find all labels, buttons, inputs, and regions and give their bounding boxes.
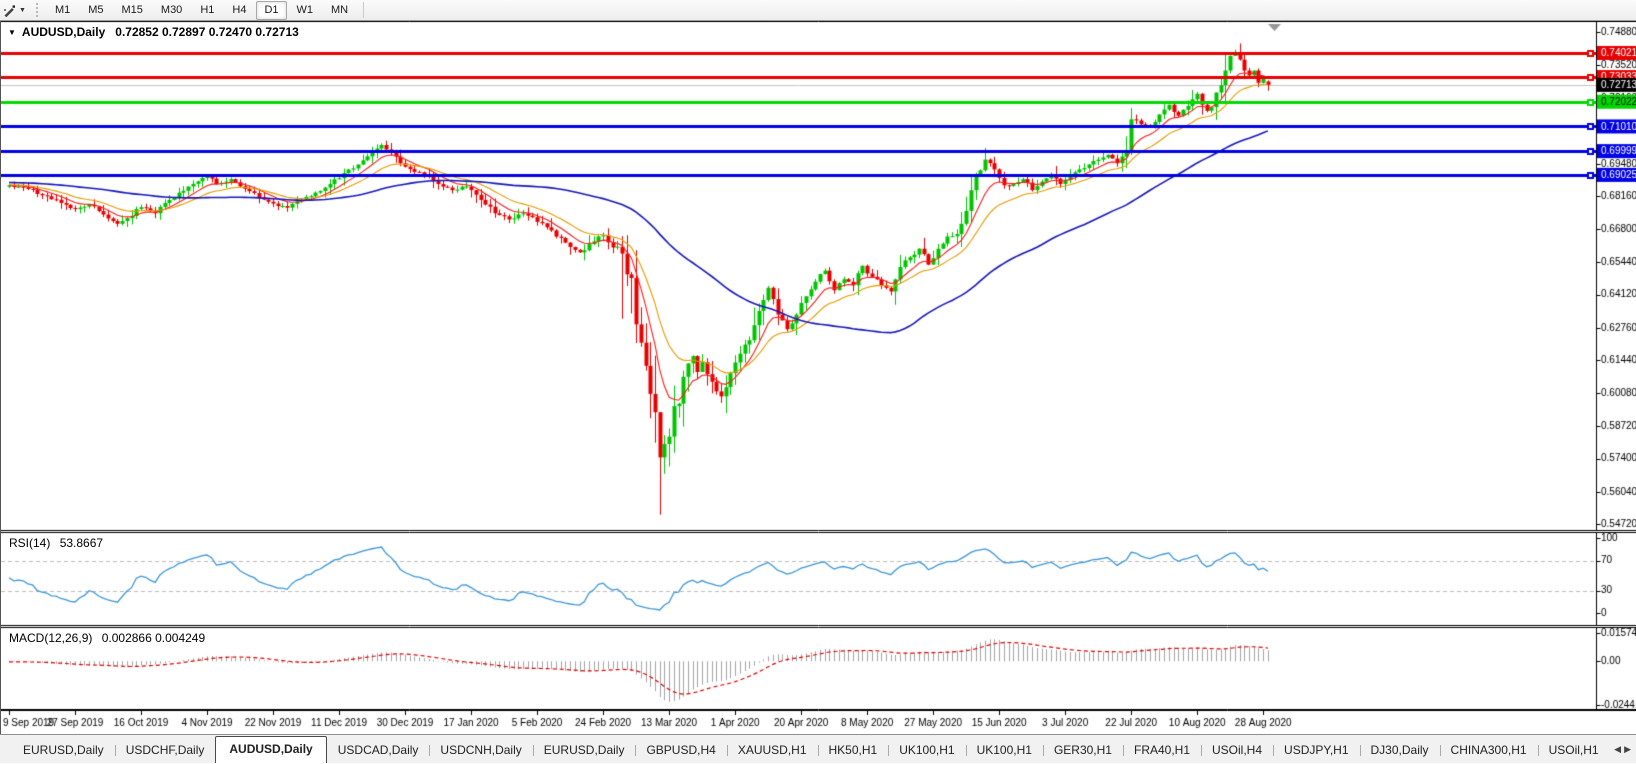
chart-ohlc-values: 0.72852 0.72897 0.72470 0.72713 [115, 25, 299, 39]
timeframe-button-m30[interactable]: M30 [160, 3, 183, 16]
chart-tab-usdcad-daily[interactable]: USDCAD,Daily [337, 743, 419, 757]
macd-indicator-label: MACD(12,26,9) 0.002866 0.004249 [9, 631, 205, 645]
chart-tab-uk100-h1[interactable]: UK100,H1 [965, 738, 1043, 763]
chart-tab-usoil-h1[interactable]: USOil,H1 [1537, 738, 1610, 763]
timeframe-button-w1[interactable]: W1 [296, 3, 314, 16]
chart-tab-hk50-h1[interactable]: HK50,H1 [817, 738, 889, 763]
chart-tab-usdcnh-daily[interactable]: USDCNH,Daily [429, 738, 532, 763]
price-chart-canvas[interactable] [1, 21, 1636, 734]
timeframe-button-m5[interactable]: M5 [88, 3, 104, 16]
rsi-name: RSI(14) [9, 536, 51, 550]
macd-name: MACD(12,26,9) [9, 631, 93, 645]
chart-tab-dj30-daily[interactable]: DJ30,Daily [1359, 738, 1440, 763]
symbol-dropdown-icon[interactable]: ▼ [8, 27, 16, 37]
chart-tab-china300-h1[interactable]: CHINA300,H1 [1439, 738, 1538, 763]
chart-tab-bar: EURUSD,Daily USDCHF,Daily AUDUSD,Daily USDC… [0, 734, 1636, 763]
rsi-indicator-label: RSI(14) 53.8667 [9, 536, 103, 550]
timeframe-button-mn[interactable]: MN [331, 3, 349, 16]
chart-tab-audusd-daily[interactable]: AUDUSD,Daily [215, 736, 327, 763]
chart-title: ▼ AUDUSD,Daily 0.72852 0.72897 0.72470 0… [8, 25, 299, 39]
timeframe-button-m1[interactable]: M1 [54, 3, 71, 16]
tab-scroll-left-button[interactable]: ◀ [1614, 744, 1622, 754]
rsi-value: 53.8667 [59, 536, 104, 550]
chart-tab-usdchf-daily[interactable]: USDCHF,Daily [114, 738, 216, 763]
toolbar-grip[interactable] [35, 3, 38, 17]
chart-window: ▼ AUDUSD,Daily 0.72852 0.72897 0.72470 0… [0, 21, 1636, 734]
toolbar: ▼ M1 M5 M15 M30 H1 H4 D1 W1 MN [0, 0, 1636, 21]
toolbar-separator [363, 2, 365, 18]
chart-tabs: EURUSD,Daily USDCHF,Daily AUDUSD,Daily USDC… [0, 735, 1611, 763]
drawing-tool-icon[interactable] [2, 3, 17, 18]
timeframe-button-h1[interactable]: H1 [200, 3, 215, 16]
chart-tab-uk100-h1[interactable]: UK100,H1 [888, 738, 965, 763]
tab-scroll-controls: ◀ ▶ [1611, 744, 1636, 763]
chart-tab-xauusd-h1[interactable]: XAUUSD,H1 [726, 738, 818, 763]
chart-tab-usoil-h4[interactable]: USOil,H4 [1201, 738, 1273, 763]
chart-tab-fra40-h1[interactable]: FRA40,H1 [1122, 738, 1201, 763]
chart-tab-gbpusd-h4[interactable]: GBPUSD,H4 [635, 738, 726, 763]
chart-tab-ger30-h1[interactable]: GER30,H1 [1042, 738, 1123, 763]
tab-scroll-right-button[interactable]: ▶ [1624, 744, 1631, 754]
tool-dropdown-caret[interactable]: ▼ [19, 6, 26, 14]
chart-tab-eurusd-daily[interactable]: EURUSD,Daily [532, 738, 636, 763]
timeframe-button-m15[interactable]: M15 [121, 3, 143, 16]
chart-tab-eurusd-daily[interactable]: EURUSD,Daily [23, 743, 104, 757]
chart-tab-usdjpy-h1[interactable]: USDJPY,H1 [1273, 738, 1359, 763]
macd-values: 0.002866 0.004249 [101, 631, 206, 645]
timeframe-button-d1[interactable]: D1 [256, 0, 287, 20]
chart-symbol-period: AUDUSD,Daily [21, 25, 106, 39]
timeframe-button-h4[interactable]: H4 [232, 3, 247, 16]
timeframe-buttons: M1 M5 M15 M30 H1 H4 D1 W1 MN [46, 0, 357, 20]
